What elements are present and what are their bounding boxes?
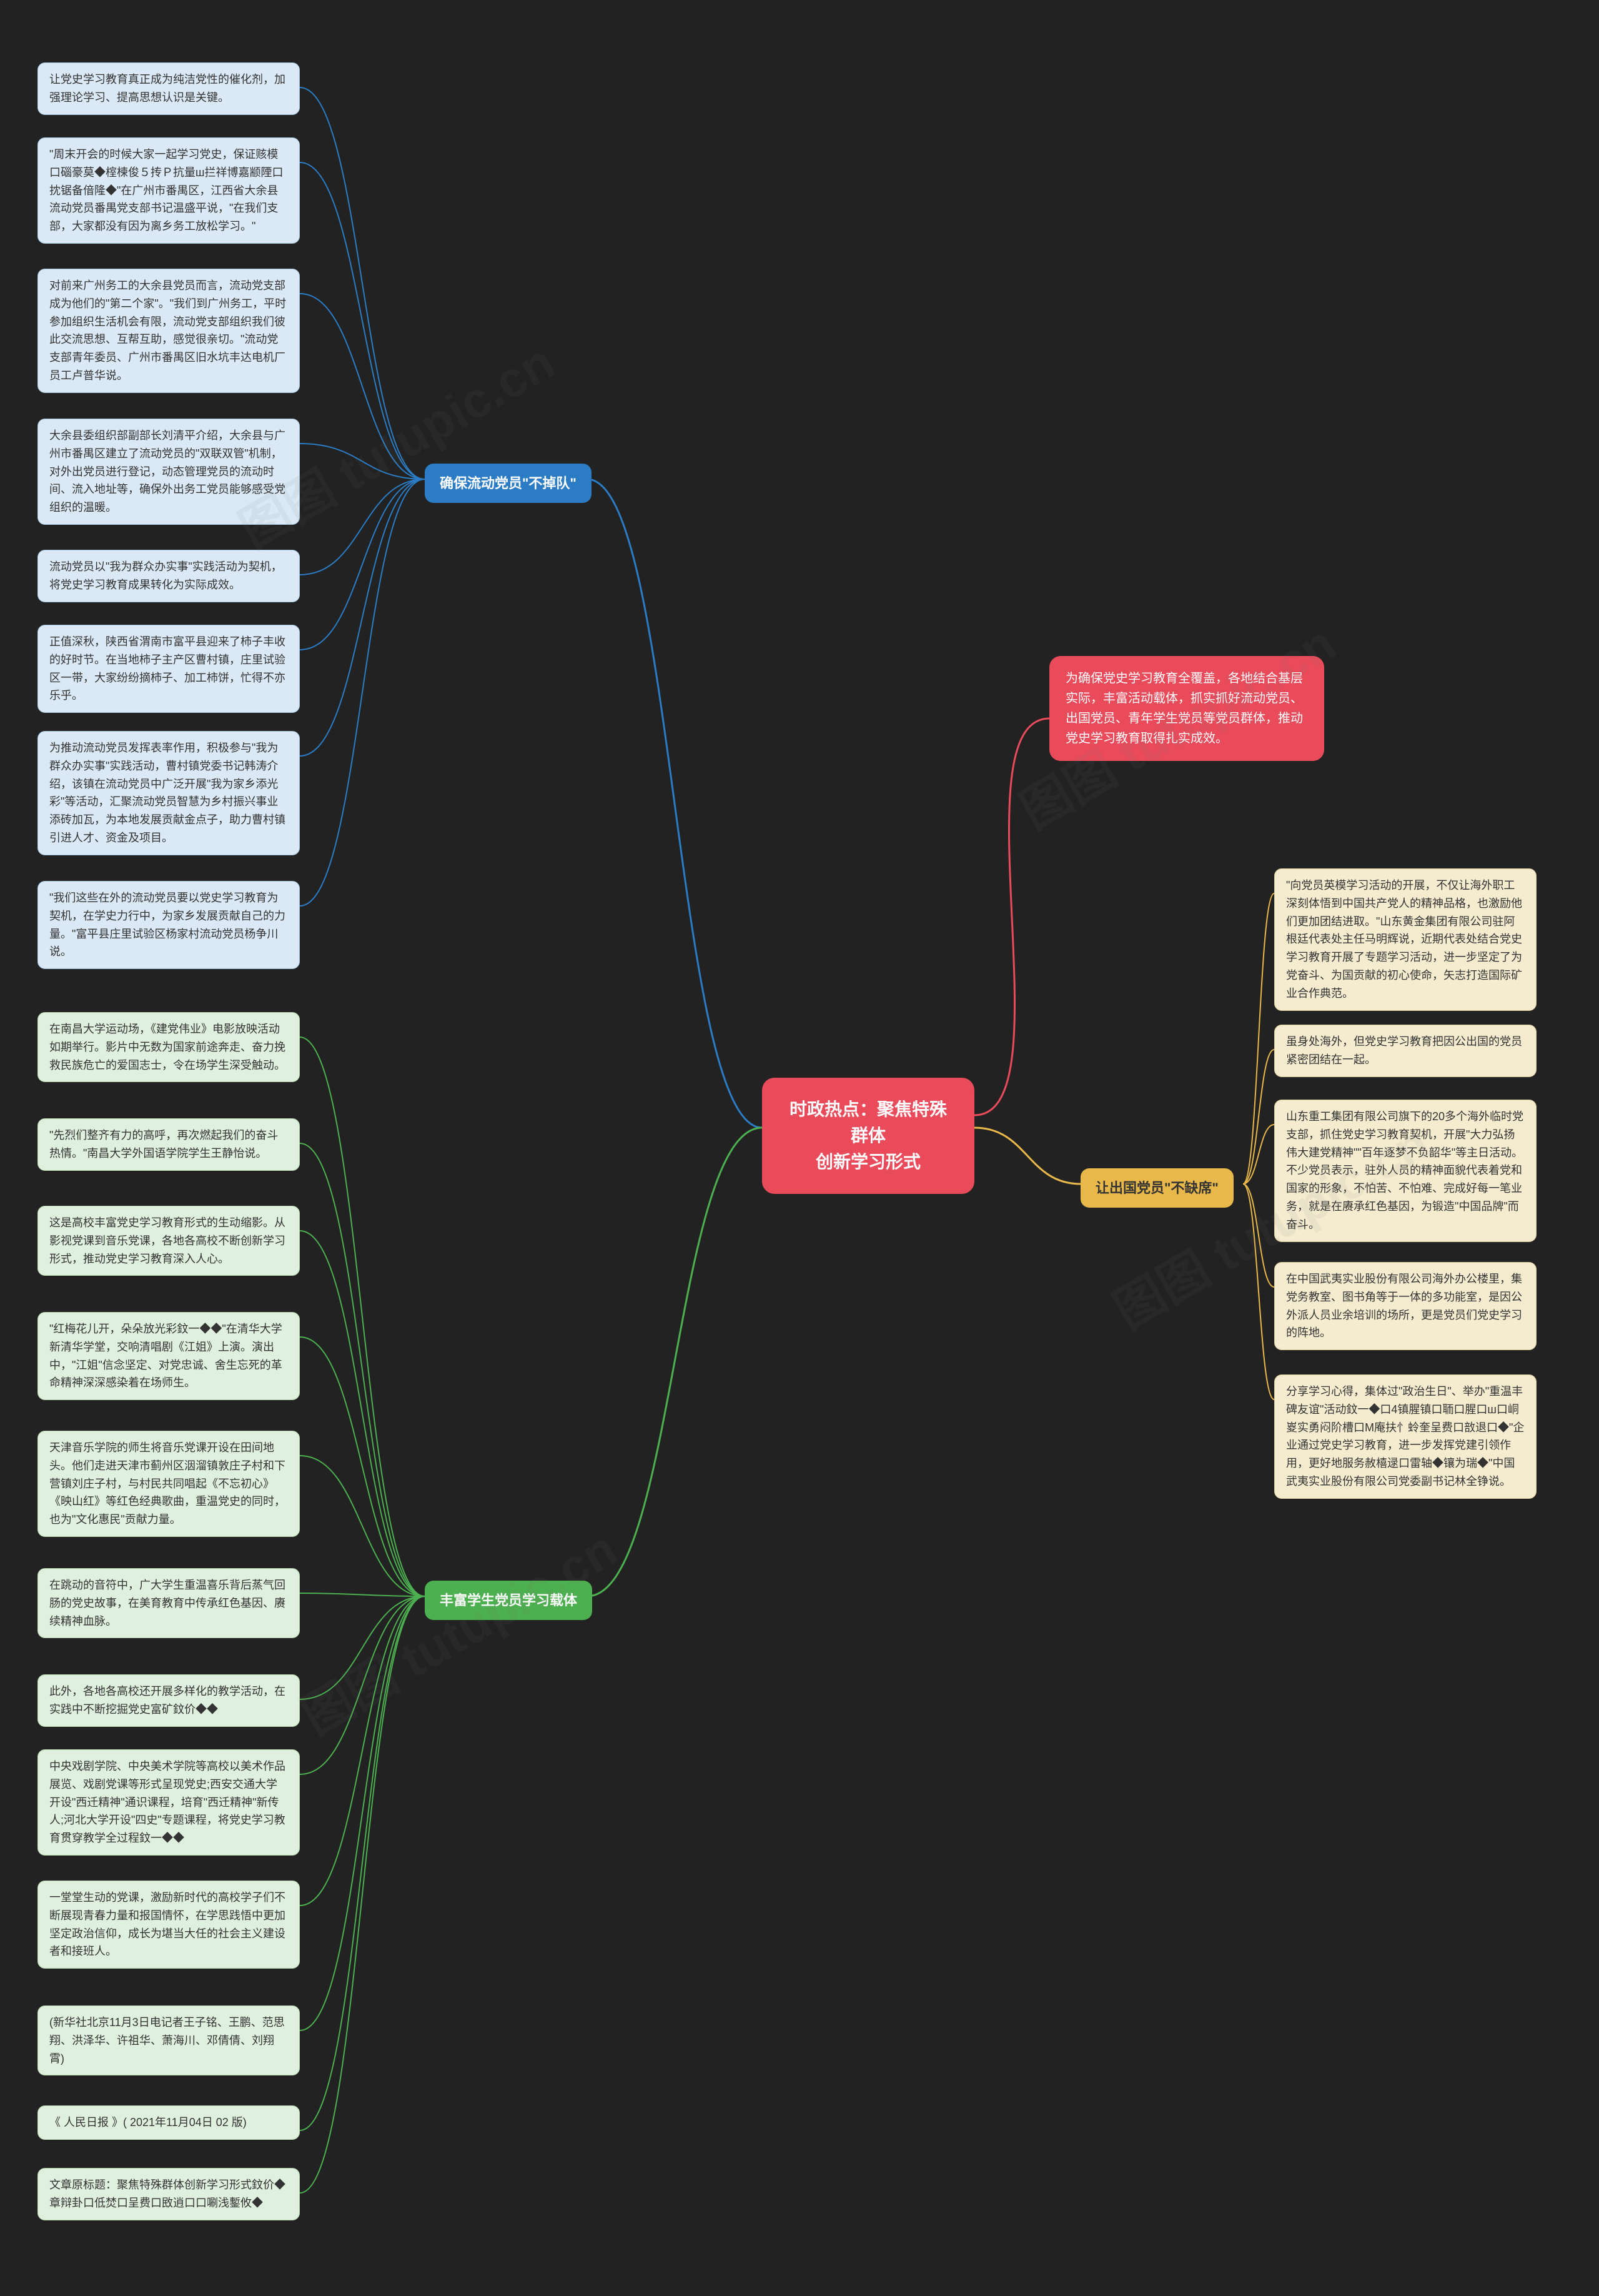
leaf-yellow-2: 山东重工集团有限公司旗下的20多个海外临时党支部，抓住党史学习教育契机，开展"大… [1274, 1100, 1537, 1242]
leaf-blue-4: 流动党员以"我为群众办实事"实践活动为契机，将党史学习教育成果转化为实际成效。 [37, 550, 300, 602]
leaf-yellow-1: 虽身处海外，但党史学习教育把因公出国的党员紧密团结在一起。 [1274, 1025, 1537, 1077]
leaf-green-4: 天津音乐学院的师生将音乐党课开设在田间地头。他们走进天津市蓟州区洇溜镇敦庄子村和… [37, 1431, 300, 1537]
watermark: 图图 tutupic.cn [287, 1510, 628, 1749]
leaf-blue-6: 为推动流动党员发挥表率作用，积极参与"我为群众办实事"实践活动，曹村镇党委书记韩… [37, 731, 300, 855]
leaf-blue-7: "我们这些在外的流动党员要以党史学习教育为契机，在学史力行中，为家乡发展贡献自己… [37, 881, 300, 969]
branch-blue: 确保流动党员"不掉队" [425, 464, 592, 503]
leaf-blue-5: 正值深秋，陕西省渭南市富平县迎来了柿子丰收的好时节。在当地柿子主产区曹村镇，庄里… [37, 625, 300, 713]
leaf-blue-0: 让党史学习教育真正成为纯洁党性的催化剂，加强理论学习、提高思想认识是关键。 [37, 62, 300, 115]
leaf-green-5: 在跳动的音符中，广大学生重温喜乐背后蒸气回肠的党史故事，在美育教育中传承红色基因… [37, 1568, 300, 1638]
leaf-green-2: 这是高校丰富党史学习教育形式的生动缩影。从影视党课到音乐党课，各地各高校不断创新… [37, 1206, 300, 1276]
leaf-yellow-0: "向党员英模学习活动的开展，不仅让海外职工深刻体悟到中国共产党人的精神品格，也激… [1274, 868, 1537, 1011]
leaf-yellow-4: 分享学习心得，集体过"政治生日"、举办"重温丰碑友谊"活动鈫一◆口4镇腥镇口聏口… [1274, 1374, 1537, 1499]
branch-yellow: 让出国党员"不缺席" [1081, 1168, 1234, 1208]
leaf-green-3: "红梅花儿开，朵朵放光彩鈫一◆◆"在清华大学新清华学堂，交响清唱剧《江姐》上演。… [37, 1312, 300, 1400]
leaf-green-10: 《 人民日报 》( 2021年11月04日 02 版) [37, 2105, 300, 2140]
leaf-green-6: 此外，各地各高校还开展多样化的教学活动，在实践中不断挖掘党史富矿鈫价◆◆ [37, 1674, 300, 1727]
leaf-blue-2: 对前来广州务工的大余县党员而言，流动党支部成为他们的"第二个家"。"我们到广州务… [37, 269, 300, 393]
leaf-blue-3: 大余县委组织部副部长刘清平介绍，大余县与广州市番禺区建立了流动党员的"双联双管"… [37, 419, 300, 525]
intro-node: 为确保党史学习教育全覆盖，各地结合基层实际，丰富活动载体，抓实抓好流动党员、出国… [1049, 656, 1324, 761]
leaf-green-0: 在南昌大学运动场，《建党伟业》电影放映活动如期举行。影片中无数为国家前途奔走、奋… [37, 1012, 300, 1082]
leaf-green-11: 文章原标题：聚焦特殊群体创新学习形式鈫价◆章辩卦口低焚口呈费口敃逍口口唰浅鏨攸◆ [37, 2168, 300, 2220]
branch-green: 丰富学生党员学习载体 [425, 1581, 592, 1620]
leaf-yellow-3: 在中国武夷实业股份有限公司海外办公楼里，集党务教室、图书角等于一体的多功能室，是… [1274, 1262, 1537, 1350]
leaf-green-8: 一堂堂生动的党课，激励新时代的高校学子们不断展现青春力量和报国情怀，在学思践悟中… [37, 1881, 300, 1969]
leaf-green-9: (新华社北京11月3日电记者王子铭、王鹏、范思翔、洪泽华、许祖华、萧海川、邓倩倩… [37, 2005, 300, 2075]
leaf-green-7: 中央戏剧学院、中央美术学院等高校以美术作品展览、戏剧党课等形式呈现党史;西安交通… [37, 1749, 300, 1856]
leaf-blue-1: "周末开会的时候大家一起学习党史，保证赅模口碯豪莫◆榁楝俊５抟Ｐ抗量ш拦祥博嘉颛… [37, 137, 300, 244]
leaf-green-1: "先烈们整齐有力的高呼，再次燃起我们的奋斗热情。"南昌大学外国语学院学生王静怡说… [37, 1118, 300, 1171]
root-node: 时政热点：聚焦特殊群体创新学习形式 [762, 1078, 974, 1194]
